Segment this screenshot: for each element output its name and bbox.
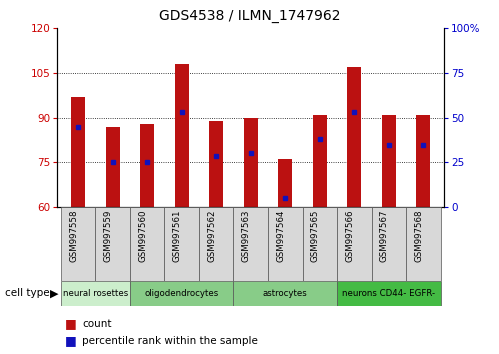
Bar [302,207,337,281]
Text: GSM997566: GSM997566 [345,209,354,262]
Bar [347,67,361,207]
Bar [268,207,302,281]
Text: GSM997558: GSM997558 [69,209,78,262]
Text: GSM997565: GSM997565 [311,209,320,262]
Bar [61,207,95,281]
Text: GSM997567: GSM997567 [380,209,389,262]
Bar [209,121,223,207]
Bar [406,207,441,281]
Bar [372,207,406,281]
Bar [106,127,120,207]
Bar [234,207,268,281]
Bar [130,281,234,306]
Bar [382,115,396,207]
Text: oligodendrocytes: oligodendrocytes [145,289,219,298]
Text: GSM997562: GSM997562 [207,209,216,262]
Text: GSM997561: GSM997561 [173,209,182,262]
Text: GSM997564: GSM997564 [276,209,285,262]
Bar [71,97,85,207]
Bar [199,207,234,281]
Bar [95,207,130,281]
Bar [278,159,292,207]
Bar [337,281,441,306]
Text: cell type: cell type [5,289,49,298]
Text: count: count [82,319,112,329]
Text: neural rosettes: neural rosettes [63,289,128,298]
Text: astrocytes: astrocytes [263,289,308,298]
Bar [130,207,165,281]
Text: ▶: ▶ [49,289,58,298]
Text: neurons CD44- EGFR-: neurons CD44- EGFR- [342,289,436,298]
Bar [175,64,189,207]
Text: GSM997559: GSM997559 [104,209,113,262]
Text: ■: ■ [65,334,77,347]
Bar [165,207,199,281]
Text: ■: ■ [65,318,77,330]
Bar [234,281,337,306]
Bar [337,207,372,281]
Text: GSM997568: GSM997568 [414,209,423,262]
Bar [417,115,430,207]
Bar [313,115,327,207]
Text: GSM997563: GSM997563 [242,209,251,262]
Text: GSM997560: GSM997560 [138,209,147,262]
Bar [61,281,130,306]
Text: GDS4538 / ILMN_1747962: GDS4538 / ILMN_1747962 [159,9,340,23]
Bar [140,124,154,207]
Bar [244,118,257,207]
Text: percentile rank within the sample: percentile rank within the sample [82,336,258,346]
